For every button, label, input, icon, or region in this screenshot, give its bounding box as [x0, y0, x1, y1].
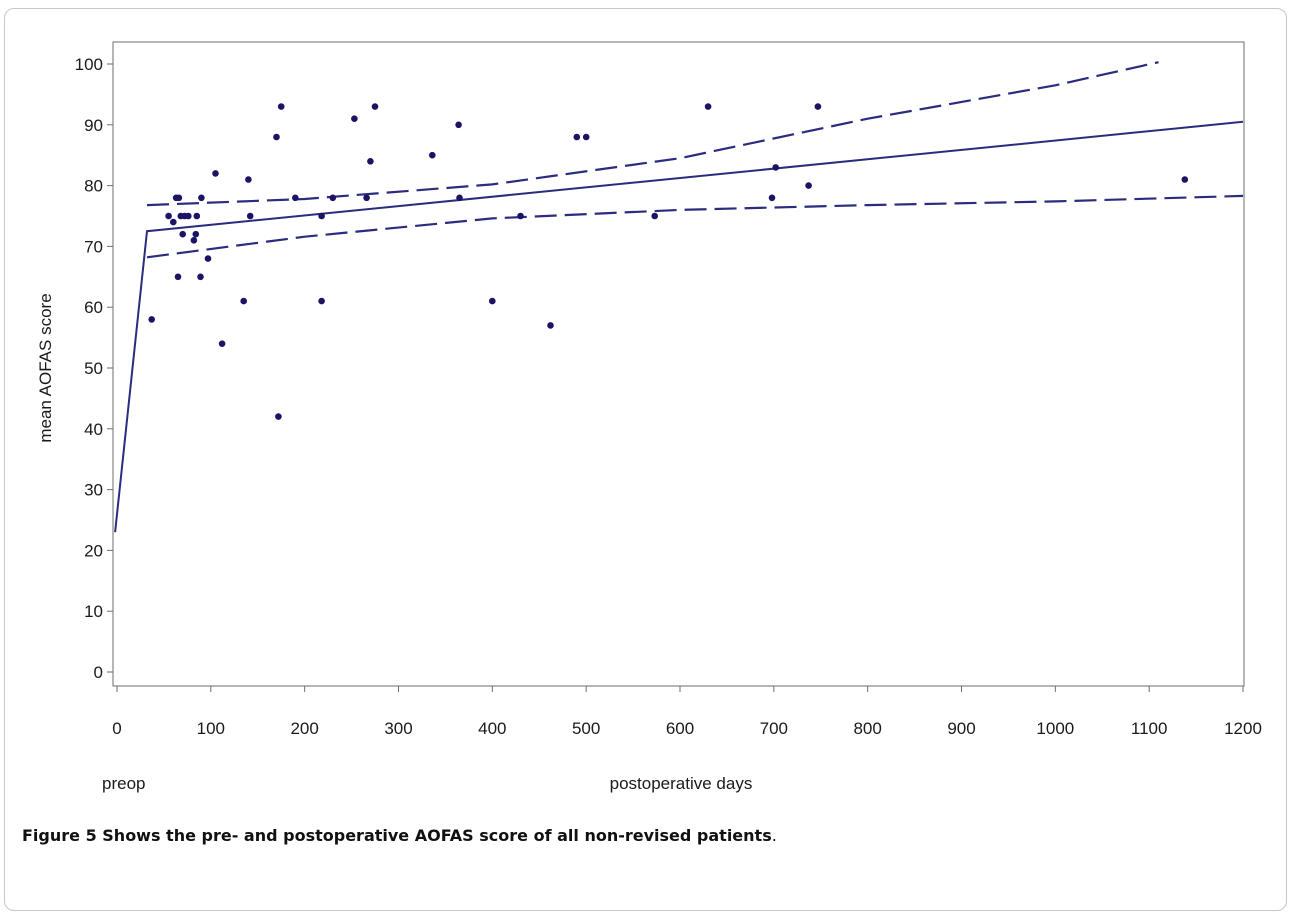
y-tick-label: 100: [75, 55, 103, 74]
x-tick-label: 300: [384, 719, 412, 738]
x-tick-label: 600: [666, 719, 694, 738]
data-point: [204, 255, 212, 262]
y-tick-label: 90: [84, 116, 103, 135]
data-point: [174, 273, 182, 281]
data-point: [704, 103, 712, 110]
data-point: [193, 212, 201, 220]
data-point: [547, 322, 554, 329]
x-axis-label: postoperative days: [610, 774, 753, 793]
x-tick-label: 900: [947, 719, 975, 738]
data-point: [651, 212, 658, 220]
data-point: [179, 230, 186, 238]
data-point: [351, 115, 358, 122]
confidence-band-line: [146, 61, 1159, 207]
fit-lines: [114, 61, 1244, 533]
x-tick-label: 200: [290, 719, 318, 738]
data-point: [371, 103, 379, 110]
data-point: [573, 133, 581, 141]
data-point: [197, 273, 204, 281]
y-tick-label: 40: [84, 420, 103, 439]
data-point: [240, 297, 247, 305]
data-point: [148, 316, 155, 323]
data-point: [318, 297, 325, 305]
y-tick-label: 70: [84, 237, 103, 256]
caption-text: Shows the pre- and postoperative AOFAS s…: [96, 826, 772, 845]
data-point: [805, 182, 812, 189]
x-tick-label: 1100: [1131, 719, 1168, 738]
y-tick-label: 10: [84, 602, 103, 621]
confidence-band-line: [146, 194, 1244, 259]
data-point: [367, 158, 374, 165]
y-axis-label: mean AOFAS score: [36, 293, 55, 442]
data-point: [165, 212, 172, 220]
data-point: [170, 218, 177, 226]
data-point: [218, 340, 226, 348]
axes: [112, 41, 1245, 687]
data-point: [456, 194, 463, 202]
x-tick-label: 800: [853, 719, 881, 738]
plot-frame: [112, 41, 1245, 687]
data-point: [245, 176, 252, 183]
data-point: [1181, 176, 1189, 183]
data-point: [275, 413, 282, 420]
caption-end: .: [771, 826, 777, 845]
data-point: [329, 194, 337, 202]
x-tick-label: 700: [760, 719, 788, 738]
data-point: [185, 212, 192, 220]
data-point: [190, 237, 198, 244]
data-point: [292, 194, 299, 202]
y-tick-label: 50: [84, 359, 103, 378]
x-tick-label: 500: [572, 719, 600, 738]
caption-label: Figure 5: [22, 826, 97, 845]
figure-caption: Figure 5 Shows the pre- and postoperativ…: [22, 826, 777, 845]
data-point: [517, 212, 524, 220]
data-point: [772, 164, 779, 171]
data-point: [198, 194, 205, 202]
data-point: [212, 170, 219, 177]
preop-label: preop: [102, 774, 145, 793]
data-point: [455, 121, 462, 129]
data-point: [277, 103, 285, 110]
data-point: [814, 103, 822, 110]
regression-line: [114, 120, 1244, 533]
x-tick-label: 1000: [1036, 719, 1074, 738]
data-points: [148, 103, 1189, 420]
data-point: [246, 212, 254, 220]
data-point: [273, 133, 280, 141]
data-point: [582, 133, 590, 141]
data-point: [429, 151, 436, 159]
x-tick-label: 1200: [1224, 719, 1262, 738]
data-point: [363, 194, 370, 202]
y-tick-label: 0: [94, 663, 103, 682]
data-point: [175, 194, 183, 202]
y-tick-label: 60: [84, 298, 103, 317]
data-point: [489, 297, 496, 305]
x-tick-label: 100: [197, 719, 225, 738]
figure-card: [4, 8, 1287, 911]
data-point: [768, 194, 776, 202]
y-tick-label: 80: [84, 177, 103, 196]
x-tick-label: 0: [112, 719, 121, 738]
x-tick-label: 400: [478, 719, 506, 738]
y-tick-label: 30: [84, 481, 103, 500]
data-point: [318, 212, 325, 220]
data-point: [192, 230, 200, 238]
y-tick-label: 20: [84, 541, 103, 560]
